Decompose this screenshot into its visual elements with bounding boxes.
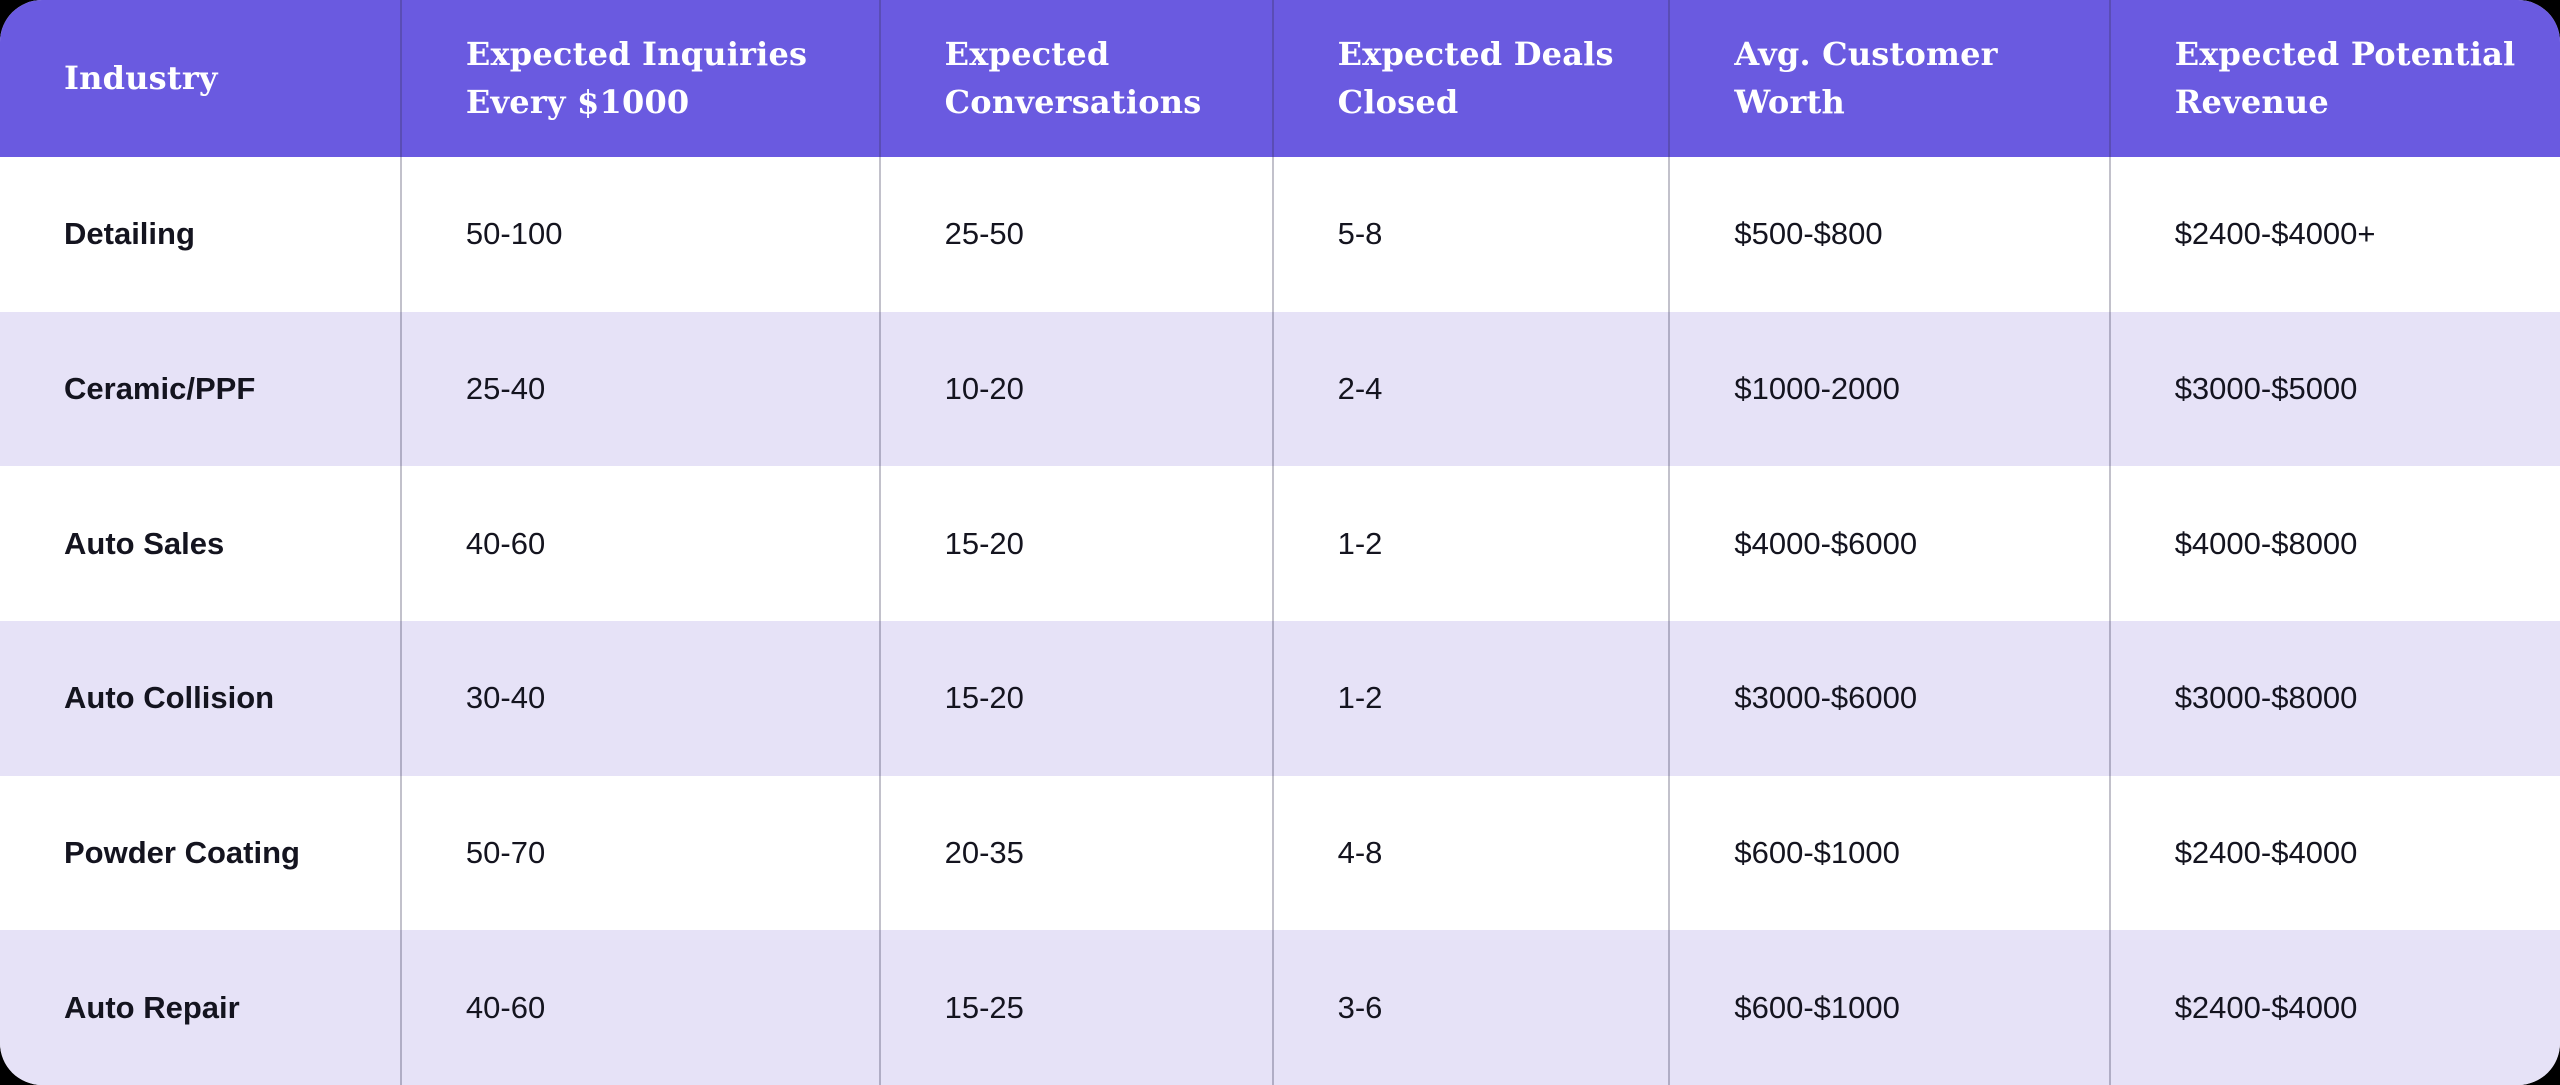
cell-inquiries: 25-40 — [402, 311, 881, 467]
cell-inquiries: 50-100 — [402, 157, 881, 312]
column-header-label: Industry — [64, 58, 218, 97]
cell-potential-revenue: $3000-$8000 — [2174, 680, 2358, 716]
column-header-expected-potential-revenue: Expected Potential Revenue — [2111, 0, 2560, 157]
table-row-auto-collision: Auto Collision 30-40 15-20 1-2 $3000-$60… — [0, 621, 2560, 776]
cell-customer-worth: $600-$1000 — [1670, 775, 2111, 931]
cell-industry: Powder Coating — [0, 775, 402, 931]
column-header-expected-conversations: Expected Conversations — [881, 0, 1274, 157]
cell-industry: Detailing — [0, 157, 402, 312]
column-header-industry: Industry — [0, 0, 402, 157]
column-header-expected-deals-closed: Expected Deals Closed — [1274, 0, 1671, 157]
cell-customer-worth: $3000-$6000 — [1670, 621, 2111, 776]
cell-industry: Auto Sales — [0, 466, 402, 622]
cell-customer-worth: $500-$800 — [1670, 157, 2111, 312]
table-row-detailing: Detailing 50-100 25-50 5-8 $500-$800 $24… — [0, 157, 2560, 312]
column-header-avg-customer-worth: Avg. Customer Worth — [1670, 0, 2111, 157]
cell-deals-closed: 3-6 — [1274, 930, 1671, 1085]
cell-potential-revenue: $2400-$4000 — [2174, 989, 2358, 1025]
cell-inquiries: 30-40 — [402, 621, 881, 776]
cell-deals-closed: 4-8 — [1274, 775, 1671, 931]
table-row-auto-sales: Auto Sales 40-60 15-20 1-2 $4000-$6000 $… — [0, 466, 2560, 622]
cell-industry: Ceramic/PPF — [0, 311, 402, 467]
cell-potential-revenue: $4000-$8000 — [2174, 525, 2358, 561]
cell-inquiries: 50-70 — [402, 775, 881, 931]
cell-industry: Auto Repair — [0, 930, 402, 1085]
cell-conversations: 15-20 — [881, 466, 1274, 622]
cell-conversations: 15-20 — [881, 621, 1274, 776]
cell-customer-worth: $600-$1000 — [1670, 930, 2111, 1085]
table-row-ceramic-ppf: Ceramic/PPF 25-40 10-20 2-4 $1000-2000 $… — [0, 311, 2560, 467]
cell-conversations: 10-20 — [881, 311, 1274, 467]
cell-potential-revenue: $2400-$4000 — [2174, 835, 2358, 871]
cell-deals-closed: 1-2 — [1274, 466, 1671, 622]
cell-customer-worth: $1000-2000 — [1670, 311, 2111, 467]
column-header-expected-inquiries: Expected Inquiries Every $1000 — [402, 0, 881, 157]
cell-customer-worth: $4000-$6000 — [1670, 466, 2111, 622]
cell-conversations: 15-25 — [881, 930, 1274, 1085]
cell-conversations: 25-50 — [881, 157, 1274, 312]
cell-deals-closed: 2-4 — [1274, 311, 1671, 467]
column-header-label: Expected Conversations — [944, 35, 1202, 121]
column-header-label: Expected Potential Revenue — [2174, 35, 2516, 121]
column-header-label: Expected Inquiries Every $1000 — [465, 35, 808, 121]
cell-deals-closed: 5-8 — [1274, 157, 1671, 312]
cell-deals-closed: 1-2 — [1274, 621, 1671, 776]
cell-industry: Auto Collision — [0, 621, 402, 776]
cell-conversations: 20-35 — [881, 775, 1274, 931]
table-row-auto-repair: Auto Repair 40-60 15-25 3-6 $600-$1000 $… — [0, 930, 2560, 1085]
cell-potential-revenue: $2400-$4000+ — [2174, 216, 2376, 252]
column-header-label: Expected Deals Closed — [1337, 35, 1614, 121]
column-header-label: Avg. Customer Worth — [1734, 35, 1998, 121]
cell-inquiries: 40-60 — [402, 930, 881, 1085]
cell-inquiries: 40-60 — [402, 466, 881, 622]
table-header-row: Industry Expected Inquiries Every $1000 … — [0, 0, 2560, 157]
table-row-powder-coating: Powder Coating 50-70 20-35 4-8 $600-$100… — [0, 775, 2560, 931]
cell-potential-revenue: $3000-$5000 — [2174, 371, 2358, 406]
